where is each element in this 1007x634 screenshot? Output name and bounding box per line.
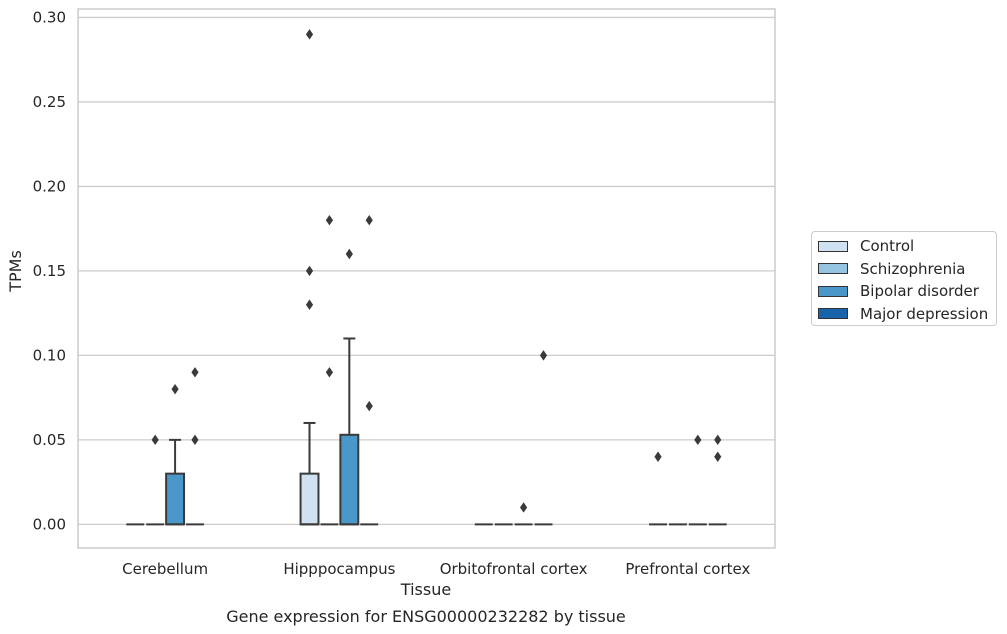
outlier-point <box>365 215 373 226</box>
y-axis-label: TPMs <box>6 250 25 293</box>
outlier-point <box>191 367 199 378</box>
legend-swatch <box>818 263 848 274</box>
x-axis-ticks: Cerebellum Hipppocampus Orbitofrontal cort… <box>122 560 750 578</box>
legend-swatch <box>818 240 848 252</box>
box-major-depression <box>708 434 727 526</box>
legend: Control Schizophrenia Bipolar disorder Majo… <box>811 231 997 326</box>
outlier-point <box>305 265 314 277</box>
boxes <box>126 29 727 526</box>
legend-item: Schizophrenia <box>818 259 965 279</box>
y-tick-label: 0.20 <box>33 177 66 195</box>
y-tick-label: 0.25 <box>33 93 66 111</box>
box-schizophrenia <box>146 434 165 526</box>
box-major-depression <box>360 215 379 526</box>
box-schizophrenia <box>320 215 339 526</box>
outlier-point <box>519 502 528 513</box>
y-tick-label: 0.00 <box>33 515 66 533</box>
legend-item: Control <box>818 236 914 256</box>
legend-item: Major depression <box>818 304 988 324</box>
outlier-point <box>539 350 548 361</box>
legend-label: Control <box>860 237 915 255</box>
outlier-point <box>151 434 159 446</box>
chart-title: Gene expression for ENSG00000232282 by t… <box>226 607 626 626</box>
outlier-point <box>714 451 722 462</box>
outlier-point <box>305 29 314 40</box>
box-bipolar-disorder <box>688 434 707 526</box>
plot-area-frame <box>77 8 776 549</box>
legend-label: Bipolar disorder <box>860 282 979 300</box>
outlier-point <box>654 451 662 462</box>
x-axis-label: Tissue <box>400 580 451 599</box>
legend-swatch <box>818 308 848 319</box>
box-major-depression <box>186 367 204 526</box>
box-bipolar-disorder <box>339 248 360 526</box>
x-tick-label: Hipppocampus <box>283 560 395 578</box>
x-tick-label: Cerebellum <box>122 560 208 578</box>
y-tick-label: 0.15 <box>33 262 66 280</box>
box-major-depression <box>534 350 553 526</box>
box-bipolar-disorder <box>514 502 533 526</box>
outlier-point <box>345 248 353 260</box>
outlier-point <box>171 383 179 395</box>
x-tick-label: Prefrontal cortex <box>625 560 750 578</box>
legend-item: Bipolar disorder <box>818 281 979 301</box>
y-axis-ticks: 0.00 0.05 0.10 0.15 0.20 0.25 0.30 <box>33 8 66 533</box>
legend-swatch <box>818 285 848 297</box>
grid-lines <box>78 16 775 525</box>
outlier-point <box>714 434 722 446</box>
box-control <box>299 29 320 526</box>
box-bipolar-disorder <box>165 383 186 526</box>
box-body <box>299 472 320 526</box>
legend-label: Major depression <box>860 304 989 323</box>
y-tick-label: 0.30 <box>33 8 66 26</box>
y-tick-label: 0.10 <box>33 346 66 364</box>
outlier-point <box>694 434 702 446</box>
box-control <box>649 451 667 526</box>
outlier-point <box>365 400 373 412</box>
outlier-point <box>191 434 199 446</box>
outlier-point <box>325 215 334 226</box>
legend-label: Schizophrenia <box>860 259 966 278</box>
outlier-point <box>305 299 314 310</box>
box-body <box>165 472 186 526</box>
y-tick-label: 0.05 <box>33 431 66 449</box>
x-tick-label: Orbitofrontal cortex <box>440 560 588 578</box>
box-body <box>339 433 360 526</box>
outlier-point <box>325 367 334 378</box>
